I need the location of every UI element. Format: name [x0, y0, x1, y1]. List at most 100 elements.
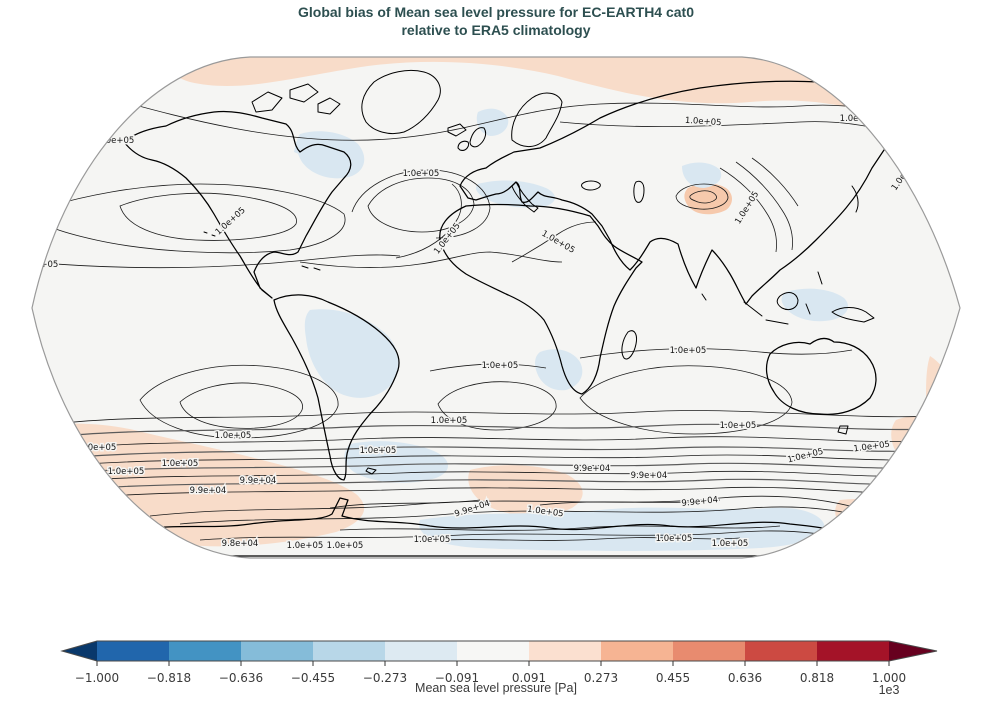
colorbar-tick-label: −0.273 [363, 671, 407, 685]
colorbar-segment [457, 641, 529, 661]
contour-label: 1.0e+05 [287, 541, 324, 551]
contour-line [199, 530, 869, 545]
colorbar-segment [817, 641, 889, 661]
contour-line [329, 499, 481, 509]
contour-label: 1.0e+05 [482, 361, 519, 371]
figure-title-line2: relative to ERA5 climatology [401, 22, 591, 38]
coastline-antarctica [129, 497, 875, 557]
colorbar-offset-label: 1e3 [878, 683, 900, 697]
contour-line [735, 161, 793, 251]
positive-bias-arctic-band [140, 57, 936, 150]
contour-line [579, 365, 793, 435]
colorbar-tick-label: 1.000 [872, 671, 906, 685]
colorbar: −1.000 −0.818 −0.636 −0.455 −0.273 −0.091 0.09… [60, 640, 938, 685]
contour-line [299, 251, 563, 268]
contour-label: 1.0e+05 [403, 169, 440, 179]
colorbar-tick-label: −0.091 [435, 671, 479, 685]
contour-line [339, 525, 781, 531]
coastline-tasmania [837, 425, 849, 435]
contour-line [61, 423, 931, 437]
contour-line [95, 93, 935, 141]
contour-line [539, 499, 721, 506]
coastline-black-sea [581, 180, 601, 191]
colorbar-segment [241, 641, 313, 661]
colorbar-segment [601, 641, 673, 661]
colorbar-body [60, 640, 938, 662]
colorbar-tick-label: −0.455 [291, 671, 335, 685]
figure-title: Global bias of Mean sea level pressure f… [0, 3, 992, 39]
colorbar-segment [313, 641, 385, 661]
colorbar-tick-label: 0.091 [512, 671, 546, 685]
contour-line [367, 177, 475, 233]
contour-line [93, 462, 899, 472]
contour-line [139, 364, 339, 439]
coastline-italy [511, 181, 539, 213]
coastlines-layer [123, 69, 931, 557]
colorbar-segment [745, 641, 817, 661]
coastline-north-america [123, 110, 352, 299]
contour-line [579, 348, 853, 359]
negative-bias-north-atlantic [296, 131, 365, 179]
negative-bias-indonesia [781, 288, 848, 322]
colorbar-tick-label: 0.818 [800, 671, 834, 685]
coastline-japan [851, 185, 859, 213]
contour-label: 1.0e+05 [98, 136, 135, 146]
contour-label: 1.0e+05 [656, 534, 693, 544]
coastline-arctic-islands [251, 83, 467, 137]
map-boundary [31, 56, 961, 559]
colorbar-segment [673, 641, 745, 661]
contour-label: 9.9e+04 [574, 464, 611, 474]
contour-label: 1.0e+05 [712, 539, 749, 549]
contour-line [419, 537, 741, 542]
positive-bias-right-edge [926, 356, 956, 448]
contour-line [675, 183, 729, 210]
contour-label: 9.9e+04 [631, 471, 668, 481]
figure-title-line1: Global bias of Mean sea level pressure f… [297, 4, 695, 20]
contour-label: 1.0e+05 [22, 260, 59, 270]
contour-line [751, 157, 799, 207]
positive-bias-antarctic-center [468, 465, 583, 516]
contour-line [149, 495, 873, 517]
contour-label: 1.0e+05 [360, 446, 397, 456]
contour-lines-layer [32, 93, 937, 545]
coastline-caspian-sea [633, 180, 645, 203]
contour-label: 1.0e+05 [16, 207, 53, 217]
coastline-eurasia [459, 80, 917, 305]
contour-line [395, 183, 462, 259]
coastline-australia [765, 337, 877, 416]
coastline-scandinavia [511, 92, 563, 147]
colorbar-segment [529, 641, 601, 661]
contour-label: 1.0e+05 [670, 346, 707, 356]
contour-label: 1.0e+05 [108, 467, 145, 477]
contour-line [119, 192, 297, 241]
colorbar-left-arrow [62, 641, 97, 661]
colorbar-tick-label: 0.273 [584, 671, 618, 685]
contour-line [429, 363, 547, 372]
contour-line [77, 446, 915, 458]
coastline-small-islands [203, 231, 707, 475]
positive-bias-new-zealand [891, 415, 949, 463]
coastline-indonesia [743, 271, 823, 325]
coastline-new-guinea [831, 307, 875, 323]
contour-label: 1.0e+05 [414, 535, 451, 545]
world-map: 1.0e+05 1.0e+05 1.0e+05 1.0e+05 1.0e+05 1.0e+… [16, 56, 961, 559]
contour-line [125, 486, 867, 496]
positive-bias-tibet [684, 183, 732, 215]
colorbar-tick-label: 0.636 [728, 671, 762, 685]
contour-label: 1.0e+05 [162, 459, 199, 469]
colorbar-tick-label: −0.818 [147, 671, 191, 685]
contour-label: 1.0e+05 [684, 116, 721, 129]
coastline-greenland [361, 69, 441, 135]
contour-label: 1.0e+05 [840, 114, 877, 124]
contour-label: 1.0e+05 [720, 421, 757, 431]
coastline-madagascar [621, 330, 637, 360]
colorbar-segment [169, 641, 241, 661]
contour-line [103, 470, 889, 480]
contour-line [113, 478, 879, 488]
contour-label: 1.0e+05 [80, 443, 117, 453]
map-background [32, 57, 960, 558]
coastline-south-america [273, 294, 400, 481]
contour-line [53, 410, 937, 425]
colorbar-ticks [96, 661, 890, 666]
